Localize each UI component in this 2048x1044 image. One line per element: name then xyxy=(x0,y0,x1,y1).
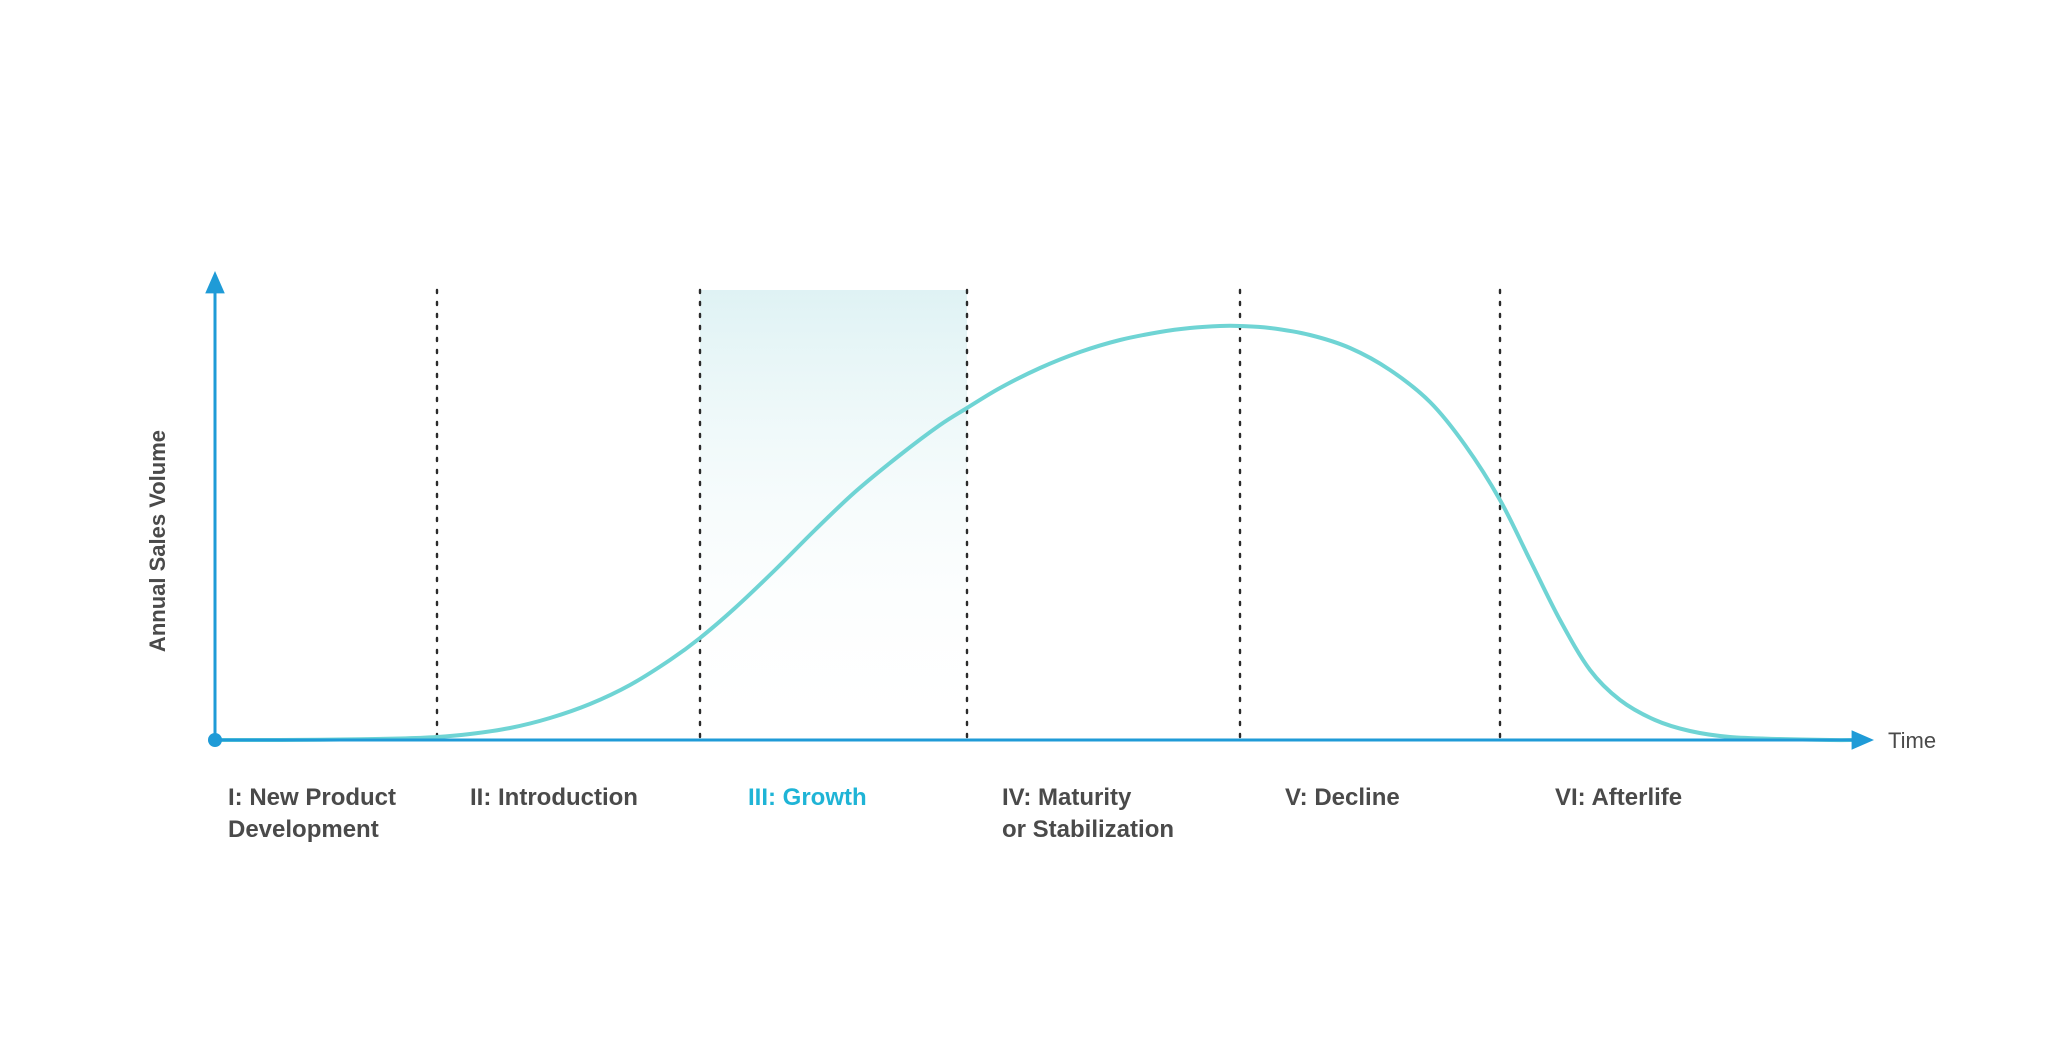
phase-label-line2: Development xyxy=(228,816,379,843)
highlight-band xyxy=(700,290,967,740)
phase-label-p1: I: New Product Development xyxy=(228,782,396,847)
phase-label-p2: II: Introduction xyxy=(470,782,638,814)
origin-dot xyxy=(208,733,222,747)
phase-label-p3: III: Growth xyxy=(748,782,867,814)
phase-label-line1: IV: Maturity xyxy=(1002,784,1131,811)
y-axis-label: Annual Sales Volume xyxy=(145,421,171,661)
phase-label-p4: IV: Maturity or Stabilization xyxy=(1002,782,1174,847)
chart-svg xyxy=(0,0,2048,1044)
phase-label-line1: III: Growth xyxy=(748,784,867,811)
phase-label-line1: VI: Afterlife xyxy=(1555,784,1682,811)
phase-label-line1: V: Decline xyxy=(1285,784,1400,811)
phase-label-line1: II: Introduction xyxy=(470,784,638,811)
phase-label-line2: or Stabilization xyxy=(1002,816,1174,843)
phase-label-line1: I: New Product xyxy=(228,784,396,811)
product-lifecycle-chart: Annual Sales Volume Time I: New Product D… xyxy=(0,0,2048,1044)
phase-label-p5: V: Decline xyxy=(1285,782,1400,814)
y-axis-arrow-icon xyxy=(205,271,225,293)
phase-label-p6: VI: Afterlife xyxy=(1555,782,1682,814)
x-axis-label: Time xyxy=(1888,728,1936,754)
sales-curve xyxy=(215,326,1855,740)
x-axis-arrow-icon xyxy=(1852,730,1874,750)
